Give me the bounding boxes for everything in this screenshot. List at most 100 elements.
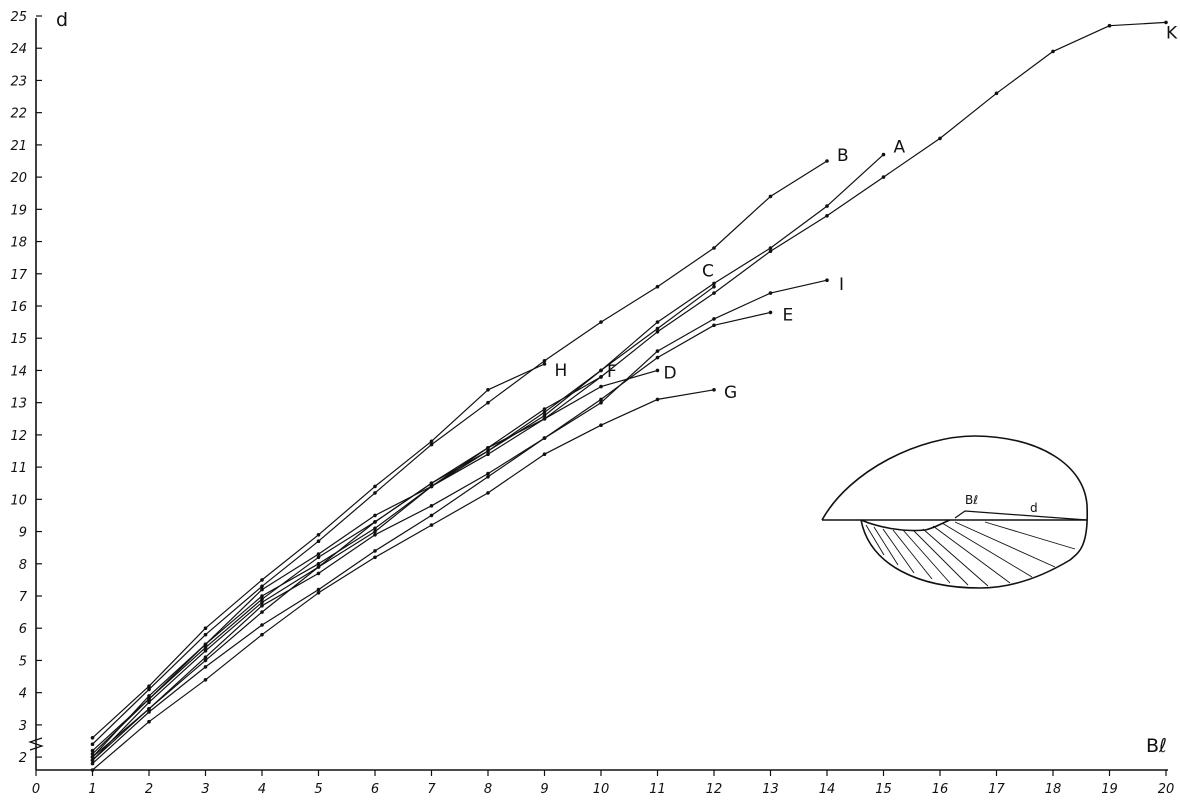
x-tick-label: 17 (988, 782, 1005, 797)
data-point (768, 194, 773, 199)
series-label-K: K (1166, 23, 1178, 43)
y-tick-label: 4 (19, 687, 27, 702)
data-point (599, 320, 603, 324)
x-tick-label: 13 (762, 782, 779, 797)
data-point (994, 91, 999, 96)
series-line-D (92, 369, 658, 761)
data-point (881, 152, 886, 157)
x-tick-label: 14 (819, 782, 836, 797)
data-point (542, 417, 547, 421)
series-F: F (90, 362, 617, 756)
y-tick-label: 23 (10, 74, 27, 89)
y-tick-label: 15 (10, 332, 27, 347)
inset-label-bl: Bℓ (965, 493, 978, 507)
data-point (655, 349, 660, 353)
data-point (768, 310, 773, 315)
inset-hatch-line (954, 521, 1056, 568)
data-point (260, 632, 264, 637)
x-tick-label: 5 (314, 782, 322, 797)
inset-hatch-line (932, 525, 1011, 584)
inset-hatch-line (873, 526, 899, 566)
data-point (655, 284, 660, 289)
x-tick-label: 9 (540, 782, 548, 797)
data-point (825, 278, 829, 283)
data-point (655, 368, 660, 373)
series-label-E: E (783, 305, 794, 325)
y-tick-label: 13 (10, 397, 27, 412)
series-D: D (90, 363, 677, 763)
y-tick-label: 9 (19, 526, 27, 541)
data-point (260, 584, 264, 589)
data-point (1164, 20, 1168, 25)
inset-hatch-line (912, 529, 969, 586)
data-point (429, 523, 434, 527)
data-point (712, 323, 716, 328)
inset-measure-line (954, 510, 1088, 521)
data-point (147, 697, 151, 701)
data-point (542, 407, 547, 411)
x-tick-label: 16 (932, 782, 949, 797)
y-tick-label: 22 (10, 107, 27, 122)
series-line-C (92, 286, 715, 758)
data-point (655, 326, 660, 331)
axis-break-mark (28, 737, 44, 751)
series-line-G (92, 389, 715, 771)
data-point (203, 626, 208, 630)
data-point (712, 388, 716, 392)
series-line-F (92, 376, 602, 755)
inset-hatch-line (865, 524, 885, 556)
data-point (655, 320, 660, 324)
series-I: I (90, 275, 844, 763)
data-point (260, 587, 264, 592)
data-point (260, 594, 264, 598)
data-point (768, 291, 773, 295)
y-axis-label: d (56, 9, 68, 31)
data-point (373, 513, 377, 518)
y-tick-label: 8 (19, 558, 27, 573)
x-tick-label: 4 (258, 782, 266, 797)
data-point (373, 529, 377, 534)
data-point (486, 491, 490, 495)
x-tick-label: 7 (427, 782, 436, 797)
series-line-B (92, 160, 828, 745)
data-point (90, 748, 95, 753)
series-line-H (92, 363, 545, 739)
inset-hatch-line (892, 529, 933, 580)
inset-shell-outline (821, 435, 1089, 589)
series-label-D: D (664, 363, 677, 383)
x-tick-label: 8 (484, 782, 492, 797)
data-point (260, 623, 264, 627)
data-point (373, 555, 377, 560)
data-point (542, 362, 547, 366)
data-point (147, 710, 151, 714)
data-point (260, 603, 264, 608)
data-point (825, 159, 829, 163)
x-tick-label: 6 (371, 782, 379, 797)
data-point (542, 410, 547, 415)
data-point (712, 246, 716, 250)
data-point (90, 752, 95, 756)
data-point (373, 526, 377, 531)
inset-hatch-line (941, 522, 1033, 578)
data-point (316, 591, 321, 595)
data-point (90, 761, 95, 766)
y-tick-label: 2 (19, 751, 27, 766)
x-tick-label: 1 (88, 782, 96, 797)
data-point (712, 281, 716, 286)
series-label-G: G (724, 383, 737, 403)
data-point (203, 665, 208, 669)
data-point (655, 330, 660, 334)
data-point (203, 632, 208, 637)
x-tick-label: 20 (1158, 782, 1175, 797)
series-label-F: F (607, 362, 617, 382)
shell-cross-section-inset: Bℓ d (821, 435, 1089, 589)
data-point (147, 707, 151, 711)
x-tick-label: 12 (706, 782, 723, 797)
data-point (203, 655, 208, 659)
data-point (373, 533, 377, 537)
x-axis-label: Bℓ (1146, 735, 1167, 757)
data-point (429, 442, 434, 447)
series-label-B: B (837, 146, 849, 166)
y-tick-label: 19 (10, 203, 27, 218)
